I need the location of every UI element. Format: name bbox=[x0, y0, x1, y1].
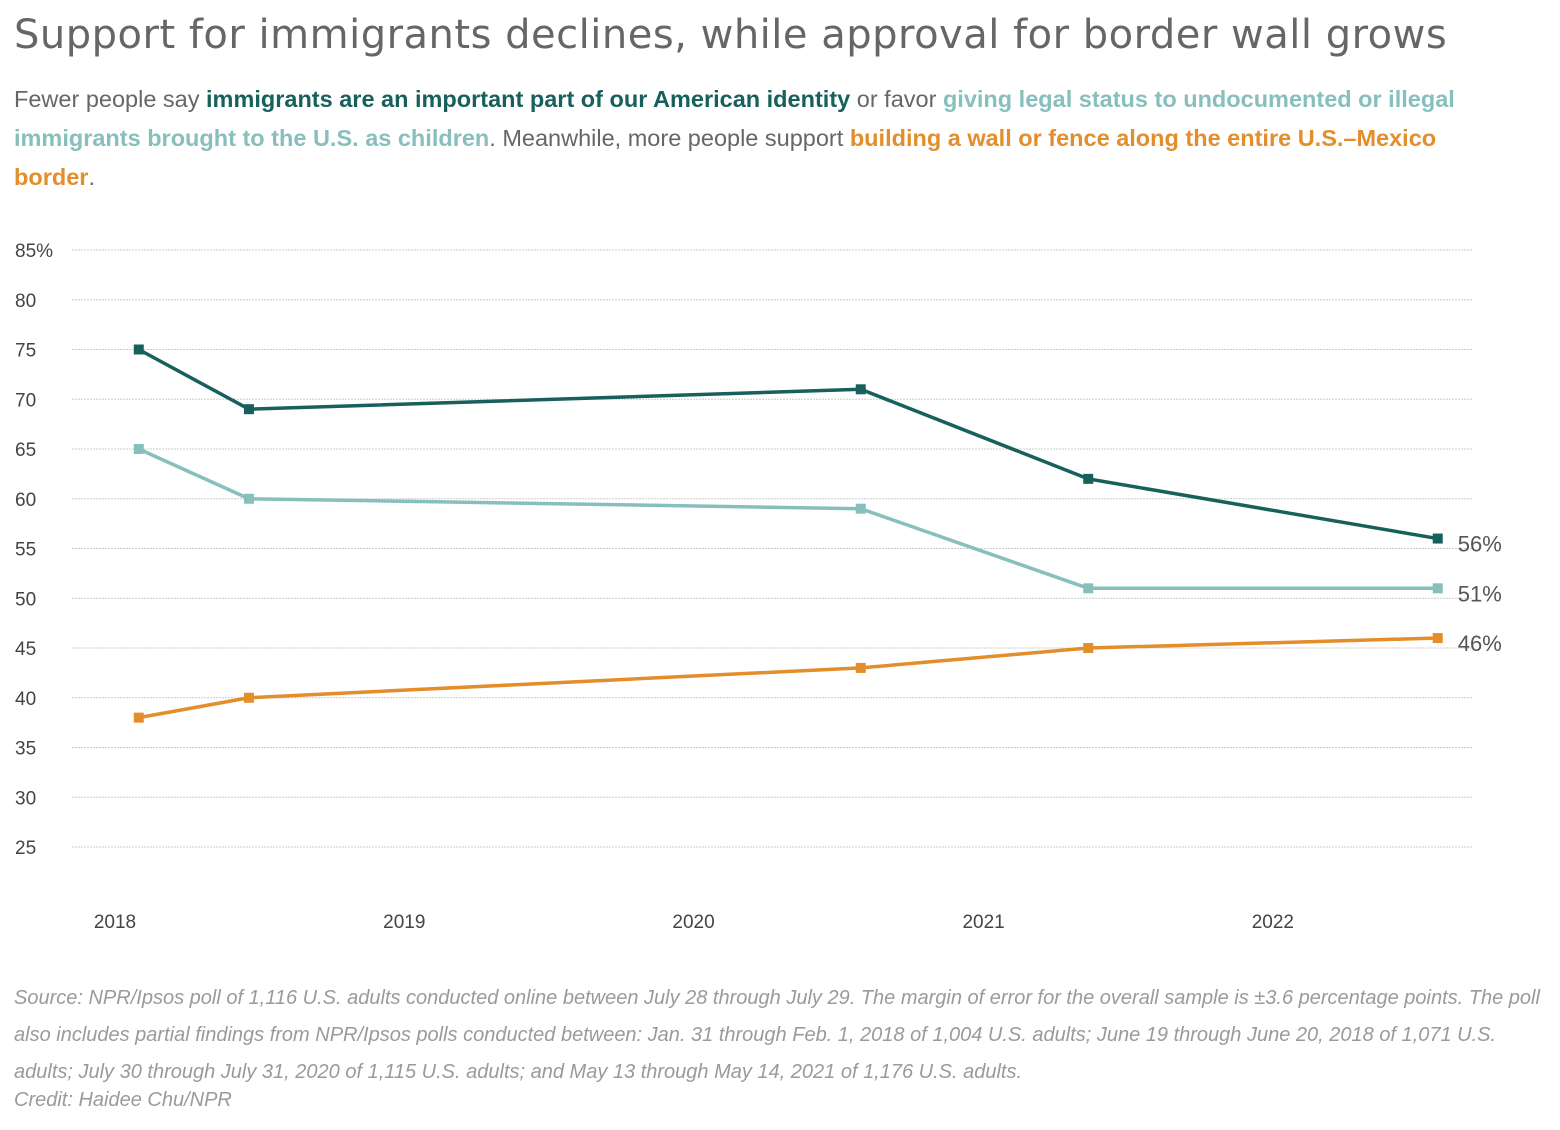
y-tick-label: 40 bbox=[15, 689, 36, 710]
data-point-legal-status bbox=[243, 493, 254, 504]
x-tick-label: 2022 bbox=[1252, 912, 1294, 933]
series-line-identity bbox=[137, 347, 1439, 541]
y-axis-ticks: 85% 80 75 70 65 60 55 50 45 40 35 30 25 bbox=[15, 241, 53, 859]
subtitle-text-1: Fewer people say bbox=[14, 86, 207, 112]
end-labels: 56% 51% 46% bbox=[1458, 532, 1502, 657]
x-axis-ticks: 2018 2019 2020 2021 2022 bbox=[94, 912, 1294, 933]
y-tick-label: 85% bbox=[15, 241, 53, 262]
y-tick-label: 50 bbox=[15, 589, 36, 610]
end-label-identity: 56% bbox=[1458, 532, 1502, 557]
subtitle-highlight-legal-status: giving legal status to undocumented or i… bbox=[14, 86, 1455, 151]
y-tick-label: 70 bbox=[15, 390, 36, 411]
data-point-legal-status bbox=[1432, 583, 1443, 594]
y-tick-label: 55 bbox=[15, 540, 36, 561]
gridlines bbox=[72, 249, 1472, 848]
x-tick-label: 2021 bbox=[962, 912, 1004, 933]
credit-note: Credit: Haidee Chu/NPR bbox=[14, 1089, 232, 1111]
data-point-identity bbox=[1083, 473, 1094, 484]
y-tick-label: 25 bbox=[15, 838, 36, 859]
y-tick-label: 75 bbox=[15, 341, 36, 362]
subtitle-text-2: or favor bbox=[850, 86, 943, 112]
y-tick-label: 45 bbox=[15, 639, 36, 660]
data-point-legal-status bbox=[855, 503, 866, 514]
x-tick-label: 2018 bbox=[94, 912, 136, 933]
y-tick-label: 30 bbox=[15, 788, 36, 809]
x-tick-label: 2019 bbox=[383, 912, 425, 933]
data-point-identity bbox=[243, 404, 254, 415]
subtitle-text-3: . Meanwhile, more people support bbox=[489, 125, 850, 151]
series-lines bbox=[133, 344, 1443, 723]
chart-subtitle: Fewer people say immigrants are an impor… bbox=[14, 80, 1514, 197]
data-point-legal-status bbox=[1083, 583, 1094, 594]
subtitle-highlight-wall: building a wall or fence along the entir… bbox=[14, 125, 1437, 190]
data-point-legal-status bbox=[133, 444, 144, 454]
data-point-identity bbox=[133, 344, 144, 355]
subtitle-text-4: . bbox=[88, 164, 95, 190]
end-label-legal-status: 51% bbox=[1458, 581, 1502, 606]
data-point-identity bbox=[855, 384, 866, 395]
y-tick-label: 80 bbox=[15, 291, 36, 312]
y-tick-label: 60 bbox=[15, 490, 36, 511]
data-point-wall bbox=[855, 662, 866, 673]
series-line-wall bbox=[138, 636, 1438, 720]
data-point-wall bbox=[243, 692, 254, 703]
series-line-legal-status bbox=[138, 447, 1438, 591]
x-tick-label: 2020 bbox=[672, 912, 714, 933]
y-tick-label: 35 bbox=[15, 739, 36, 760]
subtitle-highlight-identity: immigrants are an important part of our … bbox=[206, 86, 851, 112]
source-note: Source: NPR/Ipsos poll of 1,116 U.S. adu… bbox=[14, 987, 1540, 1083]
line-chart: 85% 80 75 70 65 60 55 50 45 40 35 30 25 2018 2019 2020… bbox=[15, 241, 1502, 933]
data-point-wall bbox=[1432, 633, 1443, 644]
data-point-wall bbox=[1083, 643, 1094, 653]
data-point-wall bbox=[133, 712, 144, 723]
end-label-wall: 46% bbox=[1458, 631, 1502, 656]
chart-title: Support for immigrants declines, while a… bbox=[14, 12, 1448, 58]
data-point-identity bbox=[1432, 533, 1443, 544]
y-tick-label: 65 bbox=[15, 440, 36, 461]
